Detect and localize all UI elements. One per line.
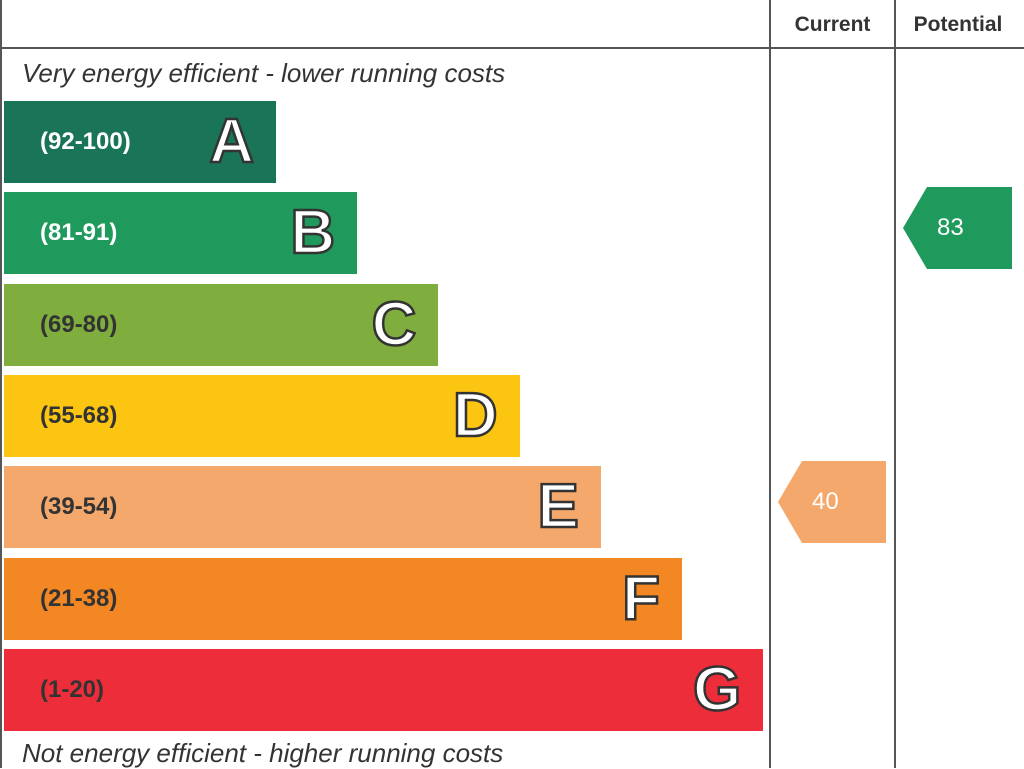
potential-rating-arrow: 83 [903,187,1012,270]
band-b: (81-91) B [4,192,358,275]
band-letter: B [289,197,336,269]
band-range-label: (1-20) [40,675,105,703]
band-c: (69-80) C [4,283,439,366]
header-divider [0,47,1024,49]
potential-column-divider [894,0,896,768]
band-range-label: (21-38) [40,584,118,612]
band-range-label: (81-91) [40,219,118,247]
band-letter: E [536,471,580,543]
band-letter: F [621,562,661,634]
band-range-label: (92-100) [40,128,131,155]
top-caption: Very energy efficient - lower running co… [22,58,506,88]
potential-rating-value: 83 [937,214,964,242]
band-letter: A [208,106,255,178]
band-f: (21-38) F [4,557,682,640]
band-range-label: (69-80) [40,310,118,338]
band-letter: C [370,288,417,360]
bottom-caption: Not energy efficient - higher running co… [22,738,504,768]
band-a: (92-100) A [4,101,276,183]
band-g: (1-20) G [4,648,764,731]
band-e: (39-54) E [4,466,601,549]
band-d: (55-68) D [4,374,520,457]
band-letter: D [452,380,499,452]
current-column-divider [769,0,771,768]
current-rating-value: 40 [812,488,839,516]
potential-column-header: Potential [913,13,1003,36]
band-range-label: (39-54) [40,493,118,521]
left-border [0,0,2,768]
current-column-header: Current [794,13,871,36]
band-range-label: (55-68) [40,401,118,429]
band-letter: G [692,654,743,726]
current-rating-arrow: 40 [778,461,886,544]
